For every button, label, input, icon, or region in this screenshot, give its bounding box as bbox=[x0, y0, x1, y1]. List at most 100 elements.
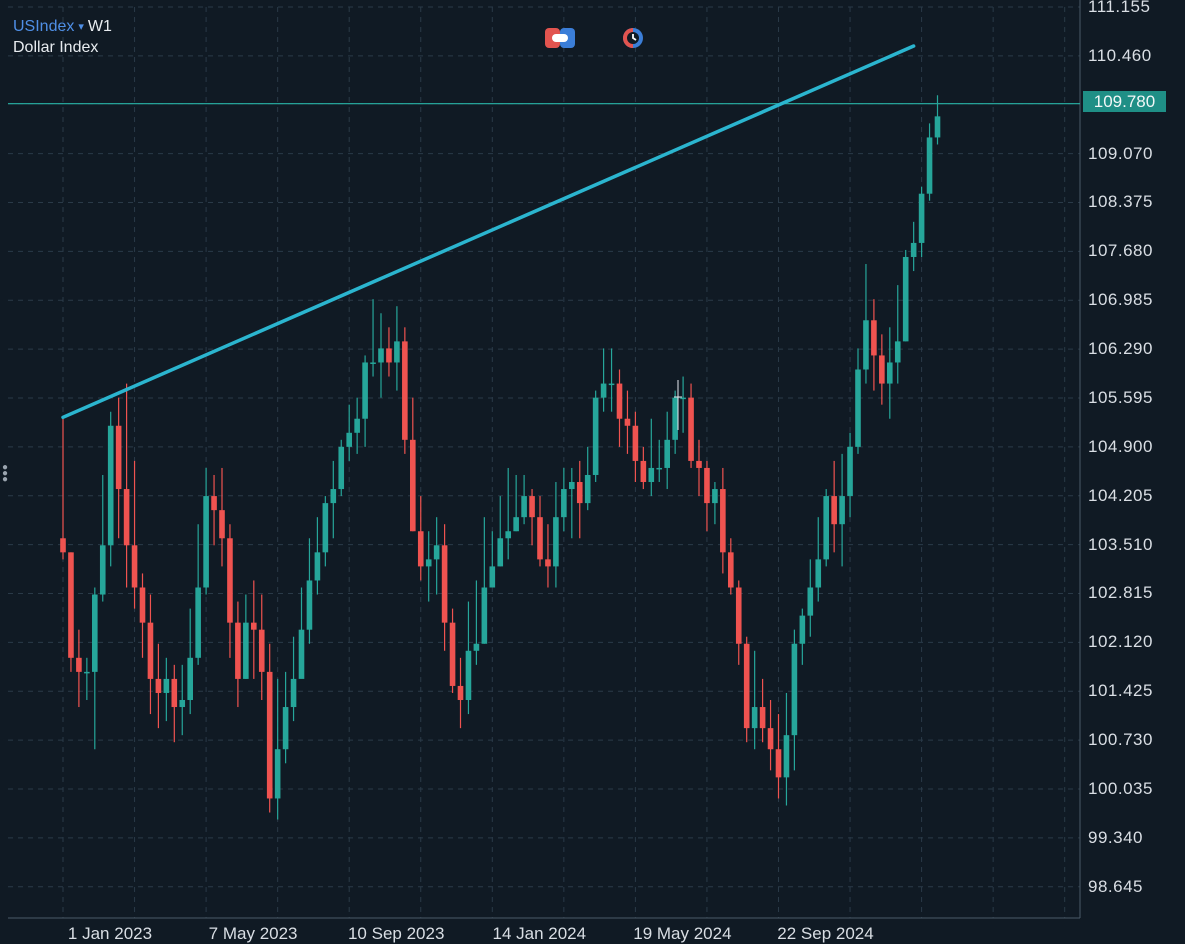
candle-body bbox=[513, 517, 519, 532]
candle-body bbox=[672, 397, 678, 440]
time-tick-label: 7 May 2023 bbox=[208, 924, 298, 943]
candle-body bbox=[370, 362, 376, 364]
candle-body bbox=[115, 425, 122, 490]
candle-body bbox=[68, 552, 74, 658]
candle-body bbox=[735, 587, 742, 644]
candle-body bbox=[616, 383, 623, 419]
toggle-icon[interactable] bbox=[544, 26, 576, 50]
candle-body bbox=[394, 341, 400, 363]
candle-body bbox=[362, 362, 368, 419]
candle-body bbox=[187, 657, 193, 701]
candle-body bbox=[497, 538, 504, 567]
price-tick-label: 102.120 bbox=[1088, 632, 1153, 652]
chart-grid bbox=[8, 6, 1080, 918]
candle-body bbox=[926, 137, 933, 194]
price-tick-label: 101.425 bbox=[1088, 681, 1153, 701]
candle-body bbox=[783, 735, 790, 778]
candle-body bbox=[417, 531, 424, 567]
candle-body bbox=[354, 418, 360, 433]
candle-body bbox=[195, 587, 201, 658]
candle-body bbox=[680, 397, 686, 400]
price-tick-label: 99.340 bbox=[1088, 827, 1143, 847]
clock-icon[interactable] bbox=[617, 26, 649, 50]
candle-body bbox=[839, 496, 845, 525]
current-price-label: 109.780 bbox=[1083, 91, 1166, 112]
price-tick-label: 109.070 bbox=[1088, 143, 1153, 163]
candle-body bbox=[465, 650, 472, 701]
candle-body bbox=[521, 496, 527, 518]
candle-body bbox=[179, 700, 186, 708]
symbol-header[interactable]: USIndex ▾ W1 bbox=[13, 17, 112, 37]
candle-body bbox=[584, 474, 591, 504]
price-tick-label: 104.900 bbox=[1088, 436, 1153, 456]
candle-body bbox=[688, 397, 694, 461]
candle-body bbox=[227, 538, 233, 623]
candle-body bbox=[879, 355, 885, 384]
price-tick-label: 98.645 bbox=[1088, 876, 1143, 896]
candle-body bbox=[84, 671, 90, 674]
candle-body bbox=[799, 615, 806, 644]
candle-body bbox=[410, 439, 416, 532]
candle-body bbox=[163, 678, 170, 693]
candle-body bbox=[211, 496, 217, 511]
candle-body bbox=[815, 559, 822, 588]
panel-resize-handle[interactable]: ● ● ● bbox=[2, 462, 9, 485]
candle-body bbox=[608, 383, 615, 386]
candle-body bbox=[529, 496, 535, 518]
price-tick-label: 108.375 bbox=[1088, 192, 1153, 212]
candle-body bbox=[131, 545, 138, 588]
candle-body bbox=[251, 622, 257, 630]
price-tick-label: 103.510 bbox=[1088, 534, 1153, 554]
candle-body bbox=[107, 425, 114, 546]
candle-body bbox=[847, 446, 853, 497]
price-tick-label: 104.205 bbox=[1088, 485, 1153, 505]
candle-body bbox=[203, 496, 209, 588]
price-tick-label: 106.290 bbox=[1088, 339, 1153, 359]
candle-body bbox=[569, 482, 575, 490]
candle-body bbox=[282, 707, 289, 750]
candle-body bbox=[441, 545, 448, 623]
instrument-name: Dollar Index bbox=[13, 39, 99, 56]
candle-body bbox=[274, 749, 281, 799]
candle-body bbox=[425, 559, 432, 567]
price-tick-label: 107.680 bbox=[1088, 241, 1153, 261]
candle-body bbox=[823, 496, 829, 560]
symbol-dropdown-icon[interactable]: ▾ bbox=[78, 21, 84, 33]
time-tick-label: 10 Sep 2023 bbox=[347, 924, 445, 943]
symbol-name[interactable]: USIndex bbox=[13, 18, 75, 35]
candle-body bbox=[314, 552, 321, 581]
candle-body bbox=[378, 348, 384, 363]
candle-body bbox=[258, 629, 265, 672]
candle-body bbox=[171, 678, 178, 708]
price-tick-label: 105.595 bbox=[1088, 387, 1153, 407]
candlestick-series bbox=[60, 95, 941, 820]
price-tick-label: 102.815 bbox=[1088, 583, 1153, 603]
candle-body bbox=[449, 622, 456, 686]
candle-body bbox=[505, 531, 511, 539]
candle-body bbox=[624, 418, 631, 426]
candle-body bbox=[243, 622, 249, 679]
candle-body bbox=[561, 489, 567, 518]
candle-body bbox=[902, 256, 909, 342]
time-tick-label: 1 Jan 2023 bbox=[67, 924, 153, 943]
candle-body bbox=[92, 594, 98, 672]
candle-body bbox=[600, 383, 607, 398]
candle-body bbox=[298, 629, 305, 679]
candle-body bbox=[743, 643, 750, 729]
candle-body bbox=[123, 489, 130, 546]
time-tick-label: 19 May 2024 bbox=[633, 924, 732, 943]
candle-body bbox=[433, 545, 440, 560]
candle-body bbox=[887, 362, 893, 384]
timeframe-label[interactable]: W1 bbox=[87, 18, 112, 35]
candle-body bbox=[775, 749, 782, 778]
candle-body bbox=[767, 728, 774, 750]
candle-body bbox=[720, 489, 726, 553]
candle-body bbox=[489, 566, 496, 588]
candle-body bbox=[712, 489, 718, 504]
candle-body bbox=[728, 552, 734, 588]
price-tick-label: 111.155 bbox=[1088, 0, 1151, 16]
candle-body bbox=[60, 538, 66, 553]
candle-body bbox=[664, 439, 670, 468]
candle-body bbox=[934, 116, 941, 138]
